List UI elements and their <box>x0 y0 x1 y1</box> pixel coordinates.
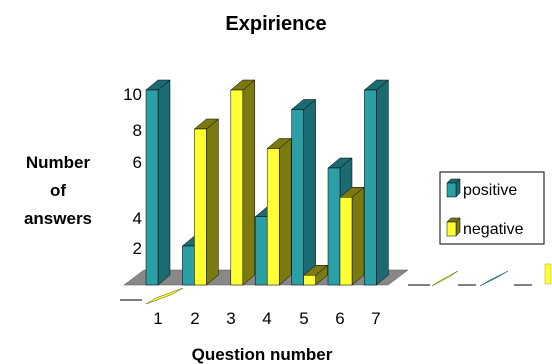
legend: positive negative <box>439 171 545 245</box>
y-axis-label-line-2: of <box>50 181 66 200</box>
legend-swatch-negative <box>446 217 461 237</box>
x-axis-label: Question number <box>192 345 333 364</box>
y-tick-label: 10 <box>123 85 142 104</box>
x-tick-labels: 1 2 3 4 5 6 7 <box>153 309 380 328</box>
y-axis-label-line-3: answers <box>24 209 92 228</box>
y-tick-label: 4 <box>133 209 142 228</box>
x-tick-label: 5 <box>299 309 308 328</box>
bars-group <box>145 79 390 286</box>
x-tick-label: 6 <box>335 309 344 328</box>
y-tick-label: 8 <box>133 121 142 140</box>
bar-negative-q5 <box>302 264 329 286</box>
bar-positive-q5 <box>290 98 317 286</box>
bar-positive-q7 <box>363 79 390 286</box>
bar-negative-q2 <box>193 118 220 286</box>
x-tick-label: 2 <box>190 309 199 328</box>
chart-decorations <box>120 263 552 305</box>
y-tick-label: 2 <box>133 239 142 258</box>
x-tick-label: 1 <box>153 309 162 328</box>
legend-label-positive: positive <box>463 182 517 199</box>
y-axis-label-line-1: Number <box>26 153 91 172</box>
bar-negative-q6 <box>339 186 365 286</box>
bar-positive-q1 <box>145 79 171 286</box>
y-tick-labels: 2 4 6 8 10 <box>123 85 142 258</box>
y-axis-label: Number of answers <box>24 153 92 228</box>
legend-swatch-positive <box>446 178 461 198</box>
y-tick-label: 6 <box>133 153 142 172</box>
chart-title: Expirience <box>225 13 326 35</box>
bar-negative-q4 <box>266 137 292 286</box>
x-tick-label: 3 <box>226 309 235 328</box>
x-tick-label: 4 <box>262 309 271 328</box>
legend-label-negative: negative <box>463 221 524 238</box>
bar-negative-q3 <box>230 79 256 286</box>
x-tick-label: 7 <box>371 309 380 328</box>
